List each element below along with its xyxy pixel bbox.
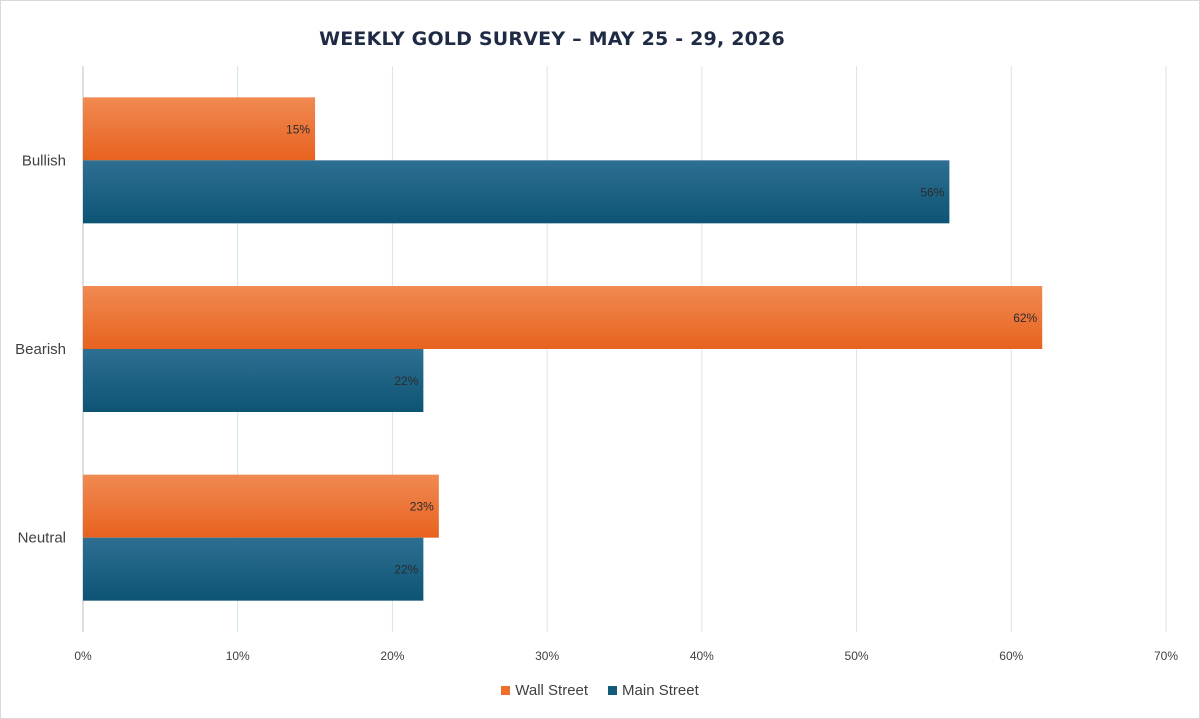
data-label-wall-street-bearish: 62% (1013, 311, 1037, 325)
bar-wall-street-bullish[interactable] (83, 97, 316, 161)
x-tick-label: 20% (380, 649, 404, 663)
chart-legend: Wall Street Main Street (0, 682, 1200, 699)
legend-item-main-street[interactable]: Main Street (608, 682, 699, 699)
x-tick-label: 10% (226, 649, 250, 663)
x-tick-label: 70% (1154, 649, 1178, 663)
data-label-wall-street-neutral: 23% (410, 500, 434, 514)
labels-layer: 0% 10% 20% 30% 40% 50% 60% 70% Bullish 15% 56% Bear… (15, 122, 1178, 663)
category-label-bullish: Bullish (22, 152, 66, 169)
bar-wall-street-bearish[interactable] (83, 286, 1043, 349)
legend-swatch-wall-street (501, 686, 511, 695)
data-label-main-street-bullish: 56% (920, 185, 944, 199)
bar-main-street-bearish[interactable] (83, 349, 424, 412)
data-label-main-street-neutral: 22% (394, 563, 418, 577)
bars-layer (83, 97, 1043, 601)
legend-item-wall-street[interactable]: Wall Street (501, 682, 588, 699)
category-label-neutral: Neutral (18, 530, 66, 547)
chart-title: WEEKLY GOLD SURVEY – MAY 25 - 29, 2026 (319, 28, 785, 50)
bar-main-street-neutral[interactable] (83, 537, 424, 601)
legend-swatch-main-street (608, 686, 618, 695)
x-tick-label: 30% (535, 649, 559, 663)
legend-label-main-street: Main Street (622, 682, 699, 699)
x-tick-label: 0% (74, 649, 92, 663)
legend-label-wall-street: Wall Street (515, 682, 589, 699)
bar-main-street-bullish[interactable] (83, 160, 950, 224)
bar-wall-street-neutral[interactable] (83, 474, 439, 538)
data-label-main-street-bearish: 22% (394, 374, 418, 388)
category-label-bearish: Bearish (15, 341, 66, 358)
x-tick-label: 40% (690, 649, 714, 663)
x-tick-label: 50% (845, 649, 869, 663)
x-tick-label: 60% (999, 649, 1023, 663)
data-label-wall-street-bullish: 15% (286, 122, 310, 136)
